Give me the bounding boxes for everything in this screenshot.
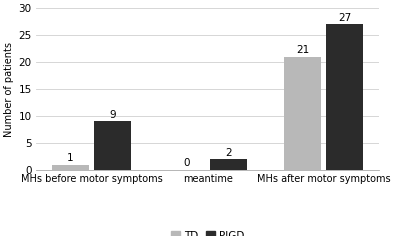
Text: 27: 27 — [338, 13, 351, 23]
Text: 21: 21 — [296, 45, 310, 55]
Bar — [326, 24, 363, 170]
Text: 2: 2 — [225, 148, 232, 157]
Bar — [94, 121, 131, 170]
Bar — [284, 57, 322, 170]
Y-axis label: Number of patients: Number of patients — [4, 42, 14, 137]
Bar — [210, 159, 247, 170]
Text: 1: 1 — [67, 153, 74, 163]
Legend: TD, PIGD: TD, PIGD — [167, 227, 248, 236]
Text: 9: 9 — [109, 110, 116, 120]
Bar — [52, 164, 89, 170]
Text: 0: 0 — [184, 158, 190, 168]
